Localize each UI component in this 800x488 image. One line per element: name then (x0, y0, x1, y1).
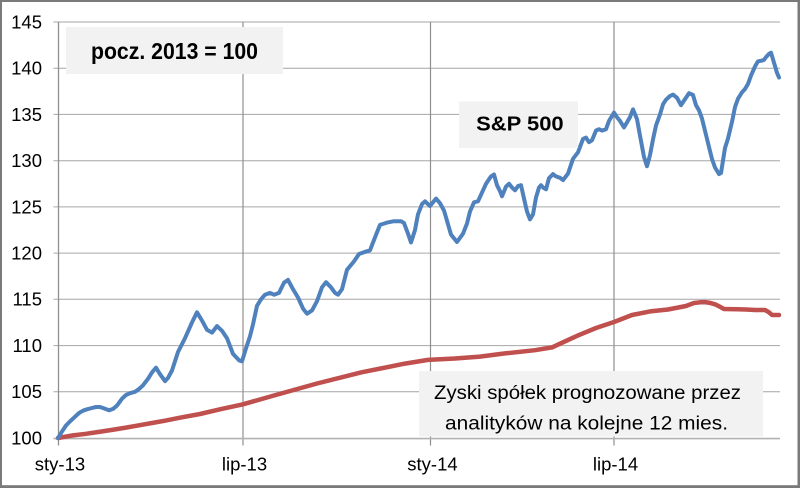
svg-text:S&P 500: S&P 500 (476, 112, 564, 135)
svg-text:135: 135 (11, 104, 42, 125)
svg-text:100: 100 (11, 427, 42, 448)
svg-text:130: 130 (11, 150, 42, 171)
svg-text:145: 145 (11, 11, 42, 32)
svg-text:140: 140 (11, 58, 42, 79)
svg-text:sty-13: sty-13 (35, 453, 85, 474)
svg-text:pocz. 2013 = 100: pocz. 2013 = 100 (91, 38, 258, 64)
svg-text:110: 110 (13, 335, 43, 356)
svg-text:lip-14: lip-14 (593, 453, 638, 474)
svg-text:125: 125 (11, 196, 42, 217)
svg-text:115: 115 (13, 289, 43, 310)
svg-text:analityków na kolejne 12 mies.: analityków na kolejne 12 mies. (445, 414, 728, 435)
svg-text:105: 105 (11, 381, 42, 402)
svg-text:Zyski spółek prognozowane prze: Zyski spółek prognozowane przez (434, 383, 741, 404)
svg-text:lip-13: lip-13 (222, 453, 267, 474)
svg-text:sty-14: sty-14 (407, 453, 457, 474)
svg-text:120: 120 (11, 243, 42, 264)
